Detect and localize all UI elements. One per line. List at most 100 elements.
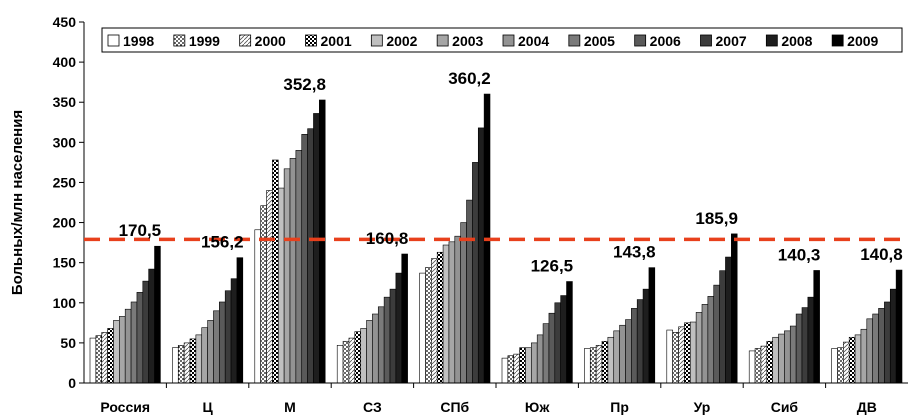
bar-2007 [389,288,397,384]
bar-2008 [230,278,238,384]
bar-1999 [754,348,762,384]
bar-2007 [307,128,314,384]
bar-2000 [678,326,685,384]
legend-swatch [305,34,317,47]
y-tick-label: 150 [53,255,77,271]
bar-2004 [124,308,132,384]
bar-2005 [789,325,797,384]
bar-2009 [895,269,903,384]
bar-2005 [213,310,220,384]
legend-swatch [765,34,778,47]
legend-swatch [173,34,186,47]
data-label: 185,9 [695,209,738,228]
bar-1998 [831,348,838,384]
bar-2007 [142,280,149,384]
bar-2002 [360,328,367,384]
x-tick-label: СЗ [363,399,382,415]
legend-label: 1999 [189,33,220,49]
x-tick-label: Пр [610,399,629,415]
bar-2003 [613,330,620,384]
legend-label: 2006 [650,33,681,49]
bar-2003 [119,316,126,384]
y-tick-label: 200 [53,215,77,231]
data-label: 140,3 [778,245,821,264]
data-label: 140,8 [860,245,903,264]
bar-2003 [366,320,373,384]
bar-2001 [436,251,444,384]
data-labels: 170,5 156,2 352,8 160,8 360,2 126,5 143,8 185,9… [119,69,903,275]
bar-2006 [466,199,473,384]
legend-swatch [239,34,252,47]
bar-2009 [813,270,820,384]
bar-2002 [772,336,779,384]
bar-2002 [854,334,862,384]
bar-1999 [95,335,103,384]
legend-label: 2002 [386,33,417,49]
bar-2009 [236,257,244,384]
bar-2008 [560,295,567,384]
bar-2004 [454,235,461,384]
bar-2002 [607,336,615,384]
bar-2009 [731,233,738,384]
bar-2000 [513,353,520,384]
bar-2000 [348,337,356,384]
bar-2005 [377,306,385,384]
bar-2006 [219,301,226,384]
bar-2007 [224,290,232,384]
legend-label: 2005 [584,33,615,49]
bar-2007 [801,307,809,384]
bar-2003 [283,168,291,384]
bar-2008 [642,288,650,384]
bar-2004 [784,330,791,384]
y-tick-label: 400 [53,54,77,70]
bar-1998 [666,329,673,384]
bar-2009 [648,267,656,384]
bar-2004 [619,324,626,384]
bar-2008 [313,113,320,384]
data-label: 156,2 [201,233,244,252]
x-axis: Россия Ц М СЗ СПб Юж Пр Ур Сиб ДВ [84,382,908,415]
x-tick-label: М [284,399,296,415]
data-label: 160,8 [366,229,409,248]
legend: 1998 1999 2000 2001 2002 2003 2004 2005 2006 2007… [101,27,903,53]
bar-2006 [548,312,556,384]
bar-2000 [760,345,768,384]
bar-2006 [136,292,144,384]
bar-2001 [766,340,773,384]
bar-2000 [595,344,603,384]
x-tick-label: Россия [100,399,150,415]
bar-2006 [301,134,308,384]
bar-2009 [154,245,161,384]
bar-2007 [636,299,644,384]
bar-2004 [207,320,214,384]
bar-2001 [519,347,526,384]
legend-swatch [700,34,712,47]
bar-2004 [289,158,297,384]
data-label: 170,5 [119,221,162,240]
bar-2003 [531,342,538,384]
bar-2002 [113,320,120,384]
bar-1998 [254,229,261,384]
bar-2008 [725,256,732,384]
legend-label: 2008 [781,33,812,49]
bar-2005 [542,323,550,384]
bar-1998 [419,272,426,384]
bar-1998 [172,347,179,384]
data-label: 126,5 [531,257,574,276]
bar-2009 [566,281,573,384]
bar-1999 [589,347,597,384]
bar-1999 [260,205,267,384]
bar-2002 [689,321,697,384]
bar-2000 [183,342,191,384]
bar-2000 [843,341,850,384]
legend-label: 1998 [123,33,154,49]
bar-2001 [354,331,361,384]
bar-2002 [525,347,532,384]
bar-2001 [272,159,279,384]
bar-2000 [101,332,108,384]
bar-2005 [460,222,467,384]
bar-1999 [672,332,679,384]
bar-1998 [584,348,591,384]
data-label: 360,2 [448,69,491,88]
